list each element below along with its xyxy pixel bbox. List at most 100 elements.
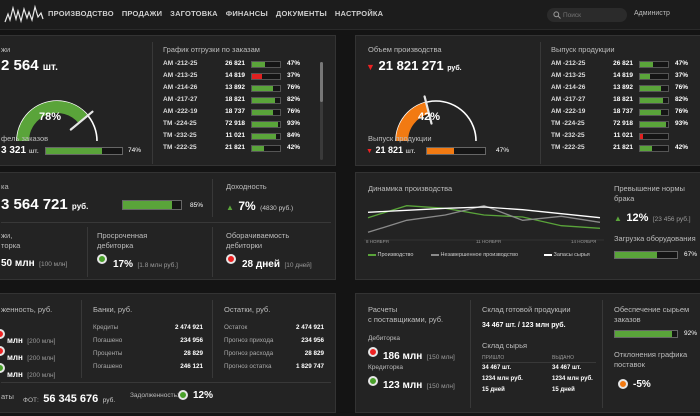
table-row[interactable]: ТМ -232-25 11 021 bbox=[551, 130, 700, 142]
table-row[interactable]: АМ -222-19 18 737 76% bbox=[551, 106, 700, 118]
raw-stock-title: Склад сырья bbox=[482, 341, 528, 350]
order-pct: 42% bbox=[675, 144, 689, 151]
table-row[interactable]: АМ -217-27 18 821 82% bbox=[163, 94, 313, 106]
order-progress bbox=[251, 133, 281, 140]
table-row[interactable]: ТМ -222-25 21 821 42% bbox=[551, 142, 700, 154]
balances-title: Остатки, руб. bbox=[224, 305, 271, 314]
order-code: ТМ -222-25 bbox=[551, 144, 585, 151]
nav-item-settings[interactable]: НАСТРОЙКА bbox=[334, 9, 384, 18]
raw-out-value: 34 467 шт. bbox=[552, 365, 582, 371]
order-progress bbox=[251, 73, 281, 80]
arrears-dot bbox=[178, 390, 188, 400]
order-value: 13 892 bbox=[613, 84, 633, 91]
table-row[interactable]: ТМ -222-25 21 821 42% bbox=[163, 142, 313, 154]
table-row: Погашено 246 121 bbox=[93, 363, 203, 376]
logo[interactable] bbox=[4, 4, 44, 26]
table-row[interactable]: АМ -212-25 26 821 47% bbox=[551, 58, 700, 70]
row-label: Прогноз прихода bbox=[224, 337, 274, 344]
equipment-load-pct: 67% bbox=[684, 251, 698, 258]
nav-item-production[interactable]: ПРОИЗВОДСТВО bbox=[48, 9, 114, 18]
sales-title: жи bbox=[1, 45, 11, 54]
table-row[interactable]: АМ -217-27 18 821 82% bbox=[551, 94, 700, 106]
receivables-label-2: торка bbox=[1, 241, 21, 250]
debt-row1: млн [200 млн] bbox=[7, 336, 56, 345]
profit-label: Доходность bbox=[226, 182, 267, 191]
row-value: 246 121 bbox=[180, 363, 203, 370]
order-pct: 84% bbox=[287, 132, 301, 139]
turnover-status-dot bbox=[226, 254, 236, 264]
nav-item-sales[interactable]: ПРОДАЖИ bbox=[121, 9, 163, 18]
output-table: АМ -212-25 26 821 47% АМ -213-25 14 819 37% АМ… bbox=[551, 58, 700, 154]
order-code: АМ -214-26 bbox=[163, 84, 198, 91]
deviation-dot bbox=[618, 379, 628, 389]
order-value: 18 821 bbox=[225, 96, 245, 103]
nav-item-documents[interactable]: ДОКУМЕНТЫ bbox=[275, 9, 327, 18]
table-row[interactable]: АМ -212-25 26 821 47% bbox=[163, 58, 313, 70]
user-menu[interactable]: Администр bbox=[634, 10, 670, 17]
nav-item-finance[interactable]: ФИНАНСЫ bbox=[225, 9, 268, 18]
supply-panel: Расчеты с поставщиками, руб. Дебиторка 1… bbox=[355, 293, 700, 413]
raw-out-value: 15 дней bbox=[552, 387, 575, 393]
table-row[interactable]: АМ -213-25 14 819 37% bbox=[551, 70, 700, 82]
search-input[interactable] bbox=[563, 10, 623, 20]
order-pct: 76% bbox=[675, 84, 689, 91]
order-pct: 42% bbox=[287, 144, 301, 151]
debt-row1-dot bbox=[0, 329, 5, 339]
order-progress bbox=[639, 61, 669, 68]
production-panel: Объем производства ▼ 21 821 271 руб. 42%… bbox=[355, 35, 700, 166]
table-row[interactable]: АМ -222-19 18 737 76% bbox=[163, 106, 313, 118]
order-code: АМ -217-27 bbox=[551, 96, 586, 103]
finance-panel: ка 3 564 721 руб. 85% Доходность ▲ 7% (4… bbox=[0, 172, 336, 280]
search-box[interactable] bbox=[547, 8, 627, 22]
order-progress bbox=[639, 121, 669, 128]
row-value: 28 829 bbox=[183, 350, 203, 357]
dynamics-panel: Динамика производства 8 НОЯБРЯ 11 НОЯБРЯ… bbox=[355, 172, 700, 280]
order-pct: 82% bbox=[287, 96, 301, 103]
table-row[interactable]: ТМ -224-25 72 918 93% bbox=[163, 118, 313, 130]
x-tick-3: 14 НОЯБРЯ bbox=[571, 239, 597, 244]
order-value: 11 021 bbox=[613, 132, 633, 139]
table-row: Остаток 2 474 921 bbox=[224, 324, 324, 337]
order-progress bbox=[639, 97, 669, 104]
order-pct: 76% bbox=[287, 84, 301, 91]
overdue-value: 17% [1.8 млн руб.] bbox=[113, 259, 178, 270]
table-row[interactable]: ТМ -232-25 11 021 84% bbox=[163, 130, 313, 142]
search-icon bbox=[553, 11, 561, 19]
order-pct: 37% bbox=[287, 72, 301, 79]
order-progress bbox=[251, 61, 281, 68]
warehouse-value: 34 467 шт. / 123 млн руб. bbox=[482, 322, 566, 329]
orders-label: фель заказов bbox=[1, 134, 49, 143]
table-row[interactable]: АМ -213-25 14 819 37% bbox=[163, 70, 313, 82]
row-value: 2 474 921 bbox=[295, 324, 324, 331]
order-progress bbox=[251, 145, 281, 152]
defect-title-2: брака bbox=[614, 194, 635, 203]
order-code: АМ -212-25 bbox=[163, 60, 198, 67]
order-code: АМ -213-25 bbox=[551, 72, 586, 79]
turnover-value: 28 дней [10 дней] bbox=[242, 259, 312, 270]
table-row[interactable]: ТМ -224-25 72 918 93% bbox=[551, 118, 700, 130]
output-pct: 47% bbox=[496, 147, 510, 154]
main-nav: ПРОИЗВОДСТВО ПРОДАЖИ ЗАГОТОВКА ФИНАНСЫ Д… bbox=[48, 9, 383, 18]
order-pct: 93% bbox=[675, 120, 689, 127]
order-value: 18 737 bbox=[225, 108, 245, 115]
profit-value: ▲ 7% (4830 руб.) bbox=[226, 199, 294, 213]
turnover-label-2: дебиторки bbox=[226, 241, 263, 250]
order-progress bbox=[639, 133, 669, 140]
supply-pct: 92% bbox=[684, 330, 698, 337]
debts-title: женность, руб. bbox=[1, 305, 53, 314]
order-progress bbox=[251, 85, 281, 92]
shipments-title: График отгрузки по заказам bbox=[163, 45, 260, 54]
output-bar bbox=[426, 147, 486, 155]
order-code: ТМ -224-25 bbox=[163, 120, 197, 127]
row-value: 234 956 bbox=[180, 337, 203, 344]
nav-item-procurement[interactable]: ЗАГОТОВКА bbox=[170, 9, 218, 18]
finance-bar bbox=[122, 200, 182, 210]
x-tick-2: 11 НОЯБРЯ bbox=[476, 239, 501, 244]
table-row[interactable]: АМ -214-26 13 892 76% bbox=[551, 82, 700, 94]
order-value: 11 021 bbox=[225, 132, 245, 139]
order-progress bbox=[639, 85, 669, 92]
table-row[interactable]: АМ -214-26 13 892 76% bbox=[163, 82, 313, 94]
orders-value: 3 321 шт. bbox=[1, 145, 39, 156]
shipments-scrollbar[interactable] bbox=[320, 62, 323, 160]
order-value: 18 737 bbox=[613, 108, 633, 115]
